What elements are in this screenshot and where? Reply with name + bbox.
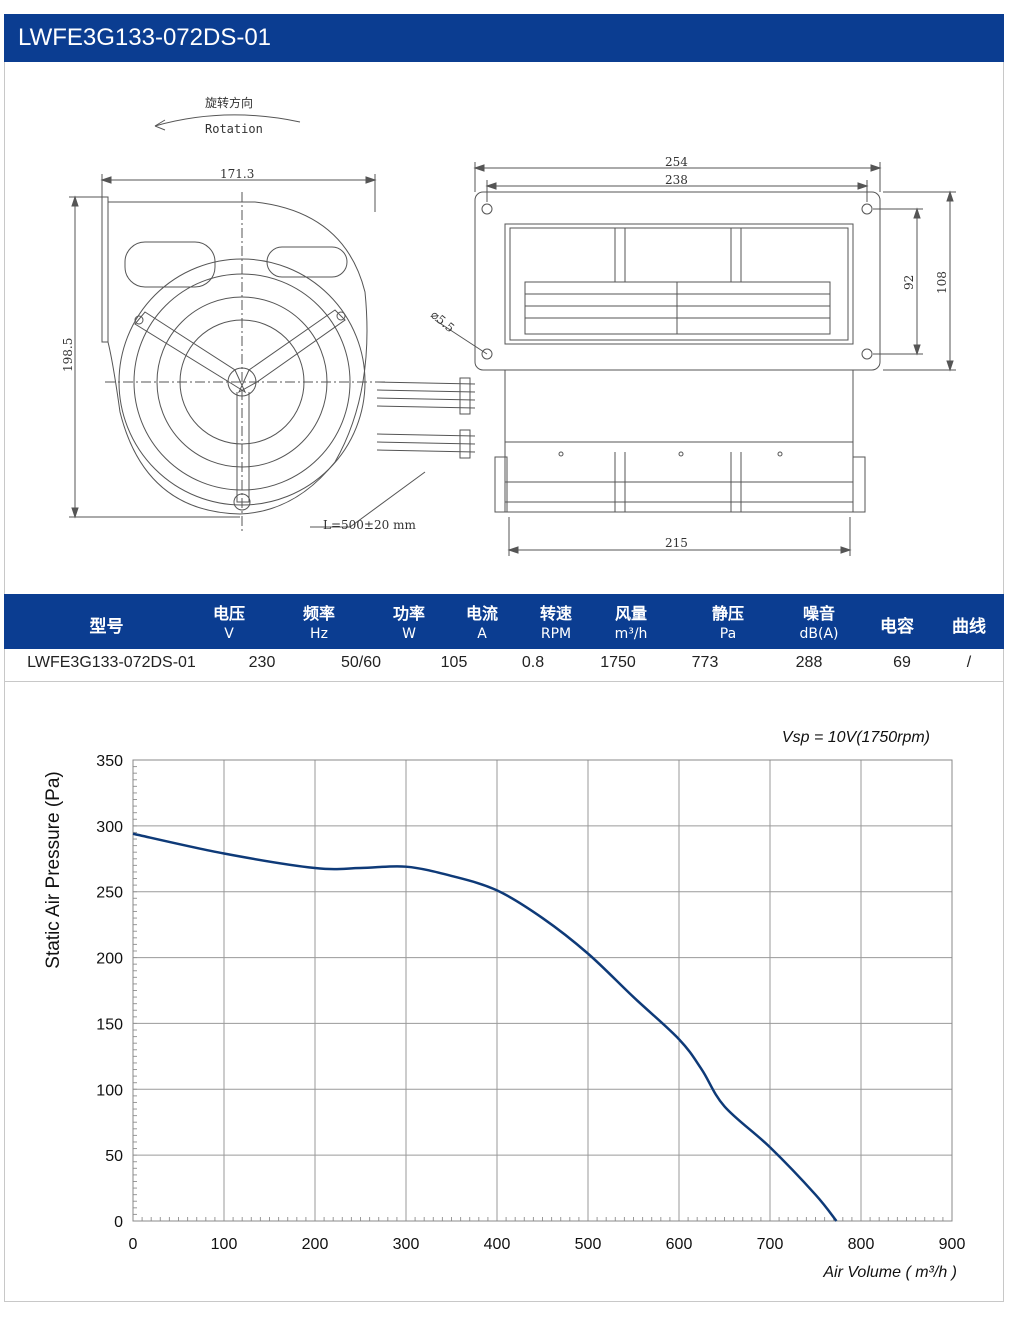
cell-capacitor: / — [966, 654, 972, 671]
y-tick-label: 50 — [105, 1148, 123, 1165]
cell-speed: 1750 — [600, 654, 636, 671]
header-speed: 转速 RPM — [539, 604, 572, 642]
y-axis-label: Static Air Pressure (Pa) — [43, 771, 64, 968]
header-pressure: 静压 Pa — [711, 604, 744, 642]
x-tick-label: 0 — [129, 1236, 138, 1253]
cell-airflow: 773 — [691, 654, 719, 671]
chart-minor-ticks — [132, 759, 953, 1222]
chart-annotation: Vsp = 10V(1750rpm) — [782, 729, 930, 746]
x-tick-label: 500 — [575, 1236, 602, 1253]
y-tick-label: 150 — [96, 1016, 123, 1033]
x-tick-label: 400 — [484, 1236, 511, 1253]
dim-92: 92 — [902, 275, 916, 290]
spec-table-row: LWFE3G133-072DS-01 230 50/60 105 0.8 175… — [4, 649, 1004, 682]
technical-drawing: 旋转方向 Rotation 171.3 198.5 254 238 92 108… — [61, 95, 956, 556]
x-tick-label: 200 — [302, 1236, 329, 1253]
cell-frequency: 50/60 — [340, 654, 382, 671]
y-tick-label: 250 — [96, 885, 123, 902]
cell-model: LWFE3G133-072DS-01 — [27, 654, 196, 671]
header-voltage: 电压 V — [212, 604, 245, 642]
header-frequency: 频率 Hz — [302, 604, 335, 642]
y-tick-label: 200 — [96, 951, 123, 968]
dim-108: 108 — [935, 271, 949, 294]
cell-power: 105 — [440, 654, 468, 671]
rotation-label-en: Rotation — [205, 122, 263, 136]
cell-voltage: 230 — [248, 654, 276, 671]
cell-pressure: 288 — [795, 654, 823, 671]
spec-table-header: 型号 电压 V 频率 Hz 功率 W 电流 A 转速 RPM 风量 m³/h 静压 Pa 噪音… — [4, 594, 1004, 649]
header-airflow: 风量 m³/h — [614, 604, 648, 642]
header-curve: 曲线 — [952, 617, 986, 637]
dim-height: 198.5 — [61, 338, 75, 372]
header-current: 电流 A — [465, 604, 498, 642]
x-tick-label: 900 — [939, 1236, 966, 1253]
cable-length: L=500±20 mm — [323, 518, 416, 532]
cell-current: 0.8 — [521, 654, 545, 671]
x-tick-label: 800 — [848, 1236, 875, 1253]
plot-frame — [132, 759, 953, 1222]
pressure-curve — [132, 832, 838, 1222]
x-axis-label: Air Volume ( m³/h ) — [822, 1264, 957, 1281]
y-tick-labels: 0 50 100 150 200 250 300 350 — [96, 753, 123, 1231]
rotation-label-cn: 旋转方向 — [205, 95, 253, 110]
dim-hole: ⌀5.5 — [428, 308, 457, 336]
page-title: LWFE3G133-072DS-01 — [18, 24, 272, 51]
y-tick-label: 100 — [96, 1082, 123, 1099]
header-noise: 噪音 dB(A) — [799, 604, 839, 642]
dim-238: 238 — [665, 173, 688, 187]
title-bar: LWFE3G133-072DS-01 — [4, 14, 1004, 62]
header-capacitor: 电容 — [880, 617, 914, 637]
x-tick-label: 700 — [757, 1236, 784, 1253]
page-frame — [4, 14, 1004, 1302]
y-tick-label: 350 — [96, 753, 123, 770]
header-power: 功率 W — [392, 604, 425, 642]
x-tick-labels: 0 100 200 300 400 500 600 700 800 900 — [129, 1236, 966, 1253]
dim-215: 215 — [665, 536, 688, 550]
y-tick-label: 300 — [96, 819, 123, 836]
performance-chart: 0 100 200 300 400 500 600 700 800 900 0 50 100 150 20… — [43, 729, 966, 1281]
dim-254: 254 — [665, 155, 688, 169]
cell-noise: 69 — [893, 654, 911, 671]
x-tick-label: 100 — [211, 1236, 238, 1253]
x-tick-label: 600 — [666, 1236, 693, 1253]
x-tick-label: 300 — [393, 1236, 420, 1253]
dim-width: 171.3 — [220, 167, 254, 181]
rotation-arrow-icon — [154, 114, 301, 127]
chart-grid — [132, 759, 953, 1222]
header-model: 型号 — [89, 617, 124, 637]
y-tick-label: 0 — [114, 1214, 123, 1231]
